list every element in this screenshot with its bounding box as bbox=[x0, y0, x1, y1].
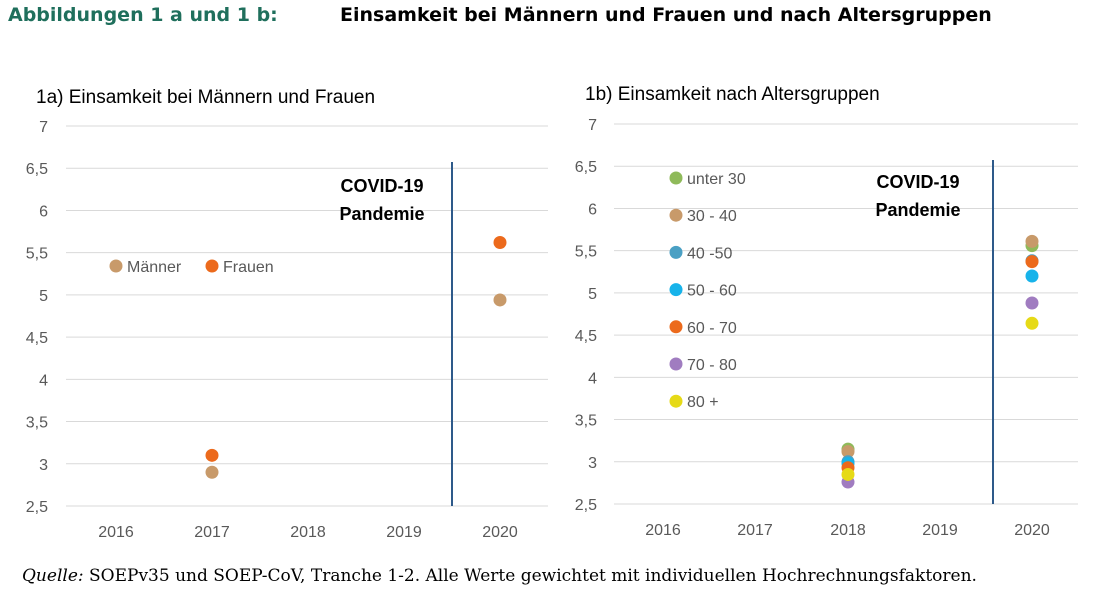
y-tick-label: 5,5 bbox=[575, 244, 597, 261]
legend-marker bbox=[205, 259, 219, 273]
legend-marker bbox=[669, 283, 683, 297]
covid-annotation-line-1: COVID-19 bbox=[876, 172, 959, 192]
legend-marker bbox=[669, 394, 683, 408]
chart-title: 1b) Einsamkeit nach Altersgruppen bbox=[585, 84, 880, 105]
source-text: SOEPv35 und SOEP-CoV, Tranche 1-2. Alle … bbox=[83, 566, 977, 586]
x-tick-label: 2017 bbox=[194, 524, 230, 541]
y-tick-label: 3 bbox=[588, 455, 597, 472]
y-tick-label: 4 bbox=[588, 370, 597, 387]
x-tick-label: 2018 bbox=[830, 522, 866, 539]
data-point bbox=[1025, 255, 1039, 269]
legend-label: 50 - 60 bbox=[687, 283, 737, 300]
y-tick-label: 6,5 bbox=[575, 159, 597, 176]
covid-annotation-line-2: Pandemie bbox=[875, 200, 960, 220]
legend-label: 40 -50 bbox=[687, 245, 732, 262]
data-point bbox=[841, 445, 855, 459]
legend-marker bbox=[669, 320, 683, 334]
y-tick-label: 3,5 bbox=[575, 413, 597, 430]
y-tick-label: 2,5 bbox=[575, 497, 597, 514]
x-tick-label: 2016 bbox=[645, 522, 681, 539]
legend-marker bbox=[669, 357, 683, 371]
data-point bbox=[1025, 296, 1039, 310]
data-point bbox=[493, 293, 507, 307]
data-point bbox=[205, 465, 219, 479]
y-tick-label: 4,5 bbox=[575, 328, 597, 345]
source-label: Quelle: bbox=[22, 566, 84, 586]
x-tick-label: 2016 bbox=[98, 524, 134, 541]
y-tick-label: 6,5 bbox=[26, 161, 48, 178]
y-tick-label: 3 bbox=[39, 457, 48, 474]
legend-label: 80 + bbox=[687, 394, 719, 411]
covid-annotation-line-1: COVID-19 bbox=[340, 176, 423, 196]
x-tick-label: 2020 bbox=[482, 524, 518, 541]
chart-title: 1a) Einsamkeit bei Männern und Frauen bbox=[36, 87, 375, 108]
figure-header: Abbildungen 1 a und 1 b: Einsamkeit bei … bbox=[8, 4, 1098, 32]
legend-label: unter 30 bbox=[687, 171, 746, 188]
y-tick-label: 2,5 bbox=[26, 499, 48, 516]
x-tick-label: 2019 bbox=[386, 524, 422, 541]
legend-marker bbox=[669, 171, 683, 185]
legend-label: 30 - 40 bbox=[687, 208, 737, 225]
y-tick-label: 3,5 bbox=[26, 415, 48, 432]
y-tick-label: 5,5 bbox=[26, 246, 48, 263]
figure-label: Abbildungen 1 a und 1 b: bbox=[8, 4, 278, 26]
x-tick-label: 2019 bbox=[922, 522, 958, 539]
y-tick-label: 4,5 bbox=[26, 330, 48, 347]
covid-annotation-line-2: Pandemie bbox=[339, 204, 424, 224]
y-tick-label: 7 bbox=[588, 117, 597, 134]
data-point bbox=[1025, 316, 1039, 330]
y-tick-label: 4 bbox=[39, 372, 48, 389]
y-tick-label: 5 bbox=[588, 286, 597, 303]
legend-label: 70 - 80 bbox=[687, 357, 737, 374]
x-tick-label: 2017 bbox=[737, 522, 773, 539]
legend-marker bbox=[109, 259, 123, 273]
data-point bbox=[493, 236, 507, 250]
x-tick-label: 2020 bbox=[1014, 522, 1050, 539]
figure-title: Einsamkeit bei Männern und Frauen und na… bbox=[340, 4, 992, 26]
legend-marker bbox=[669, 245, 683, 259]
y-tick-label: 7 bbox=[39, 119, 48, 136]
data-point bbox=[1025, 269, 1039, 283]
data-point bbox=[841, 467, 855, 481]
data-point bbox=[205, 448, 219, 462]
x-tick-label: 2018 bbox=[290, 524, 326, 541]
y-tick-label: 5 bbox=[39, 288, 48, 305]
data-point bbox=[1025, 234, 1039, 248]
y-tick-label: 6 bbox=[39, 203, 48, 220]
legend-label: Männer bbox=[127, 259, 182, 276]
source-note: Quelle: SOEPv35 und SOEP-CoV, Tranche 1-… bbox=[22, 566, 977, 586]
legend-label: Frauen bbox=[223, 259, 274, 276]
legend-label: 60 - 70 bbox=[687, 320, 737, 337]
charts-canvas: 1a) Einsamkeit bei Männern und Frauen 2,5… bbox=[26, 84, 1078, 541]
y-tick-label: 6 bbox=[588, 201, 597, 218]
legend-marker bbox=[669, 208, 683, 222]
